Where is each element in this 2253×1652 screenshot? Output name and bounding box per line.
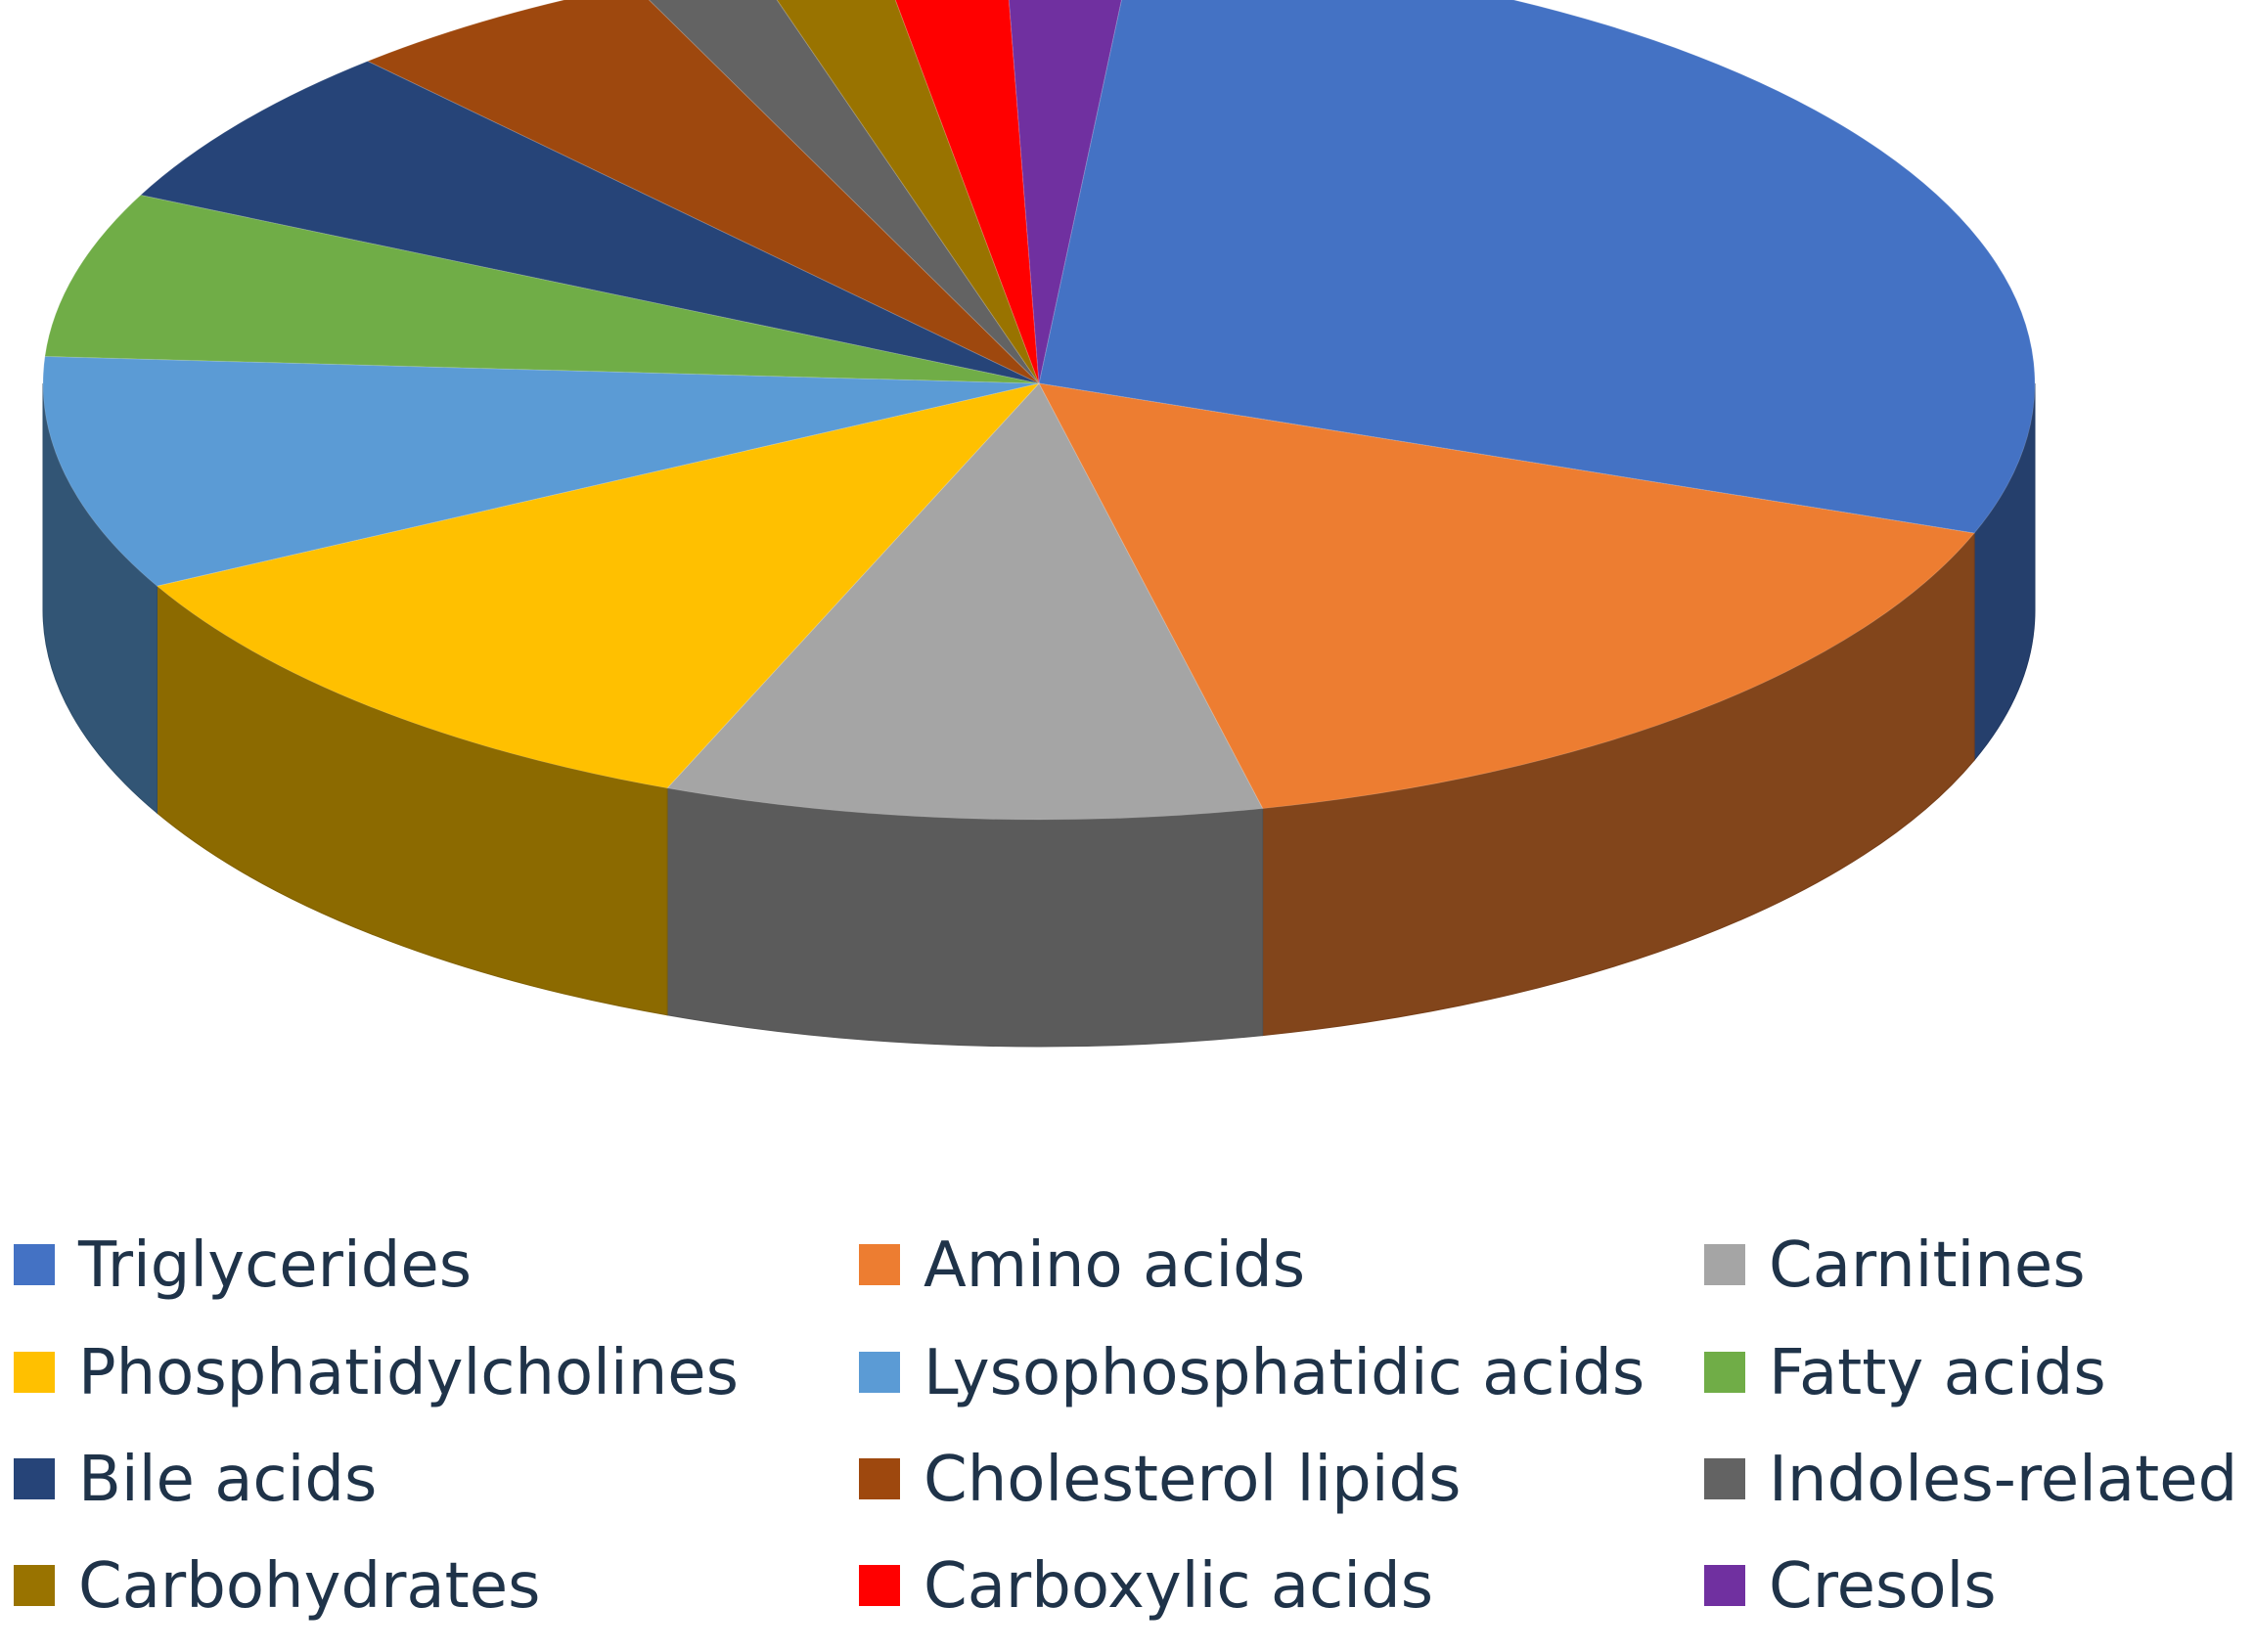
pie-slice-carnitines (666, 382, 1264, 821)
legend-item-fatty-acids: Fatty acids (1704, 1337, 2106, 1409)
legend-swatch (14, 1565, 55, 1606)
legend-swatch (1704, 1244, 1745, 1285)
legend-swatch (859, 1458, 900, 1499)
legend-label: Amino acids (924, 1229, 1305, 1302)
legend-item-bile-acids: Bile acids (14, 1444, 377, 1516)
legend-item-carnitines: Carnitines (1704, 1229, 2086, 1302)
legend-item-carboxylic-acids: Carboxylic acids (859, 1550, 1433, 1623)
pie-tops (42, 0, 2036, 821)
legend-item-lysophosphatidic-acids: Lysophosphatidic acids (859, 1337, 1645, 1409)
legend-label: Fatty acids (1769, 1337, 2106, 1409)
legend-item-cholesterol-lipids: Cholesterol lipids (859, 1444, 1462, 1516)
legend-item-phosphatidylcholines: Phosphatidylcholines (14, 1337, 739, 1409)
pie-slice-carbohydrates (776, 0, 1040, 384)
legend-label: Carbohydrates (78, 1550, 540, 1623)
legend-item-cresols: Cresols (1704, 1550, 1997, 1623)
legend-swatch (1704, 1352, 1745, 1393)
pie-slice-amino-acids (1038, 382, 1976, 810)
legend-swatch (859, 1244, 900, 1285)
legend-item-amino-acids: Amino acids (859, 1229, 1305, 1302)
legend-label: Cholesterol lipids (924, 1444, 1462, 1516)
legend: Triglycerides Amino acids Carnitines Phosph… (14, 1229, 2237, 1623)
pie-slice-carboxylic-acids (894, 0, 1040, 384)
pie-slice-cresols (1008, 0, 1122, 384)
pie-sides (42, 382, 2036, 1048)
legend-swatch (859, 1352, 900, 1393)
legend-item-triglycerides: Triglycerides (14, 1229, 472, 1302)
legend-swatch (1704, 1458, 1745, 1499)
pie-slice-phosphatidylcholines (156, 382, 1041, 789)
legend-item-indoles-related: Indoles-related (1704, 1444, 2237, 1516)
legend-swatch (859, 1565, 900, 1606)
pie-slice-lysophosphatidic-acids (42, 355, 1040, 587)
pie-slice-cholesterol-lipids (366, 0, 1040, 384)
legend-label: Cresols (1769, 1550, 1997, 1623)
legend-swatch (14, 1244, 55, 1285)
pie-side-carnitines (666, 787, 1264, 1048)
legend-label: Carnitines (1769, 1229, 2086, 1302)
legend-label: Bile acids (78, 1444, 377, 1516)
legend-label: Carboxylic acids (924, 1550, 1433, 1623)
pie-slice-bile-acids (139, 60, 1040, 384)
legend-swatch (14, 1458, 55, 1499)
legend-swatch (1704, 1565, 1745, 1606)
legend-swatch (14, 1352, 55, 1393)
legend-label: Indoles-related (1769, 1444, 2237, 1516)
legend-label: Lysophosphatidic acids (924, 1337, 1645, 1409)
legend-label: Triglycerides (77, 1229, 472, 1302)
legend-label: Phosphatidylcholines (78, 1337, 739, 1409)
legend-item-carbohydrates: Carbohydrates (14, 1550, 540, 1623)
pie-slice-fatty-acids (44, 194, 1040, 384)
pie-slice-triglycerides (1038, 0, 2036, 534)
